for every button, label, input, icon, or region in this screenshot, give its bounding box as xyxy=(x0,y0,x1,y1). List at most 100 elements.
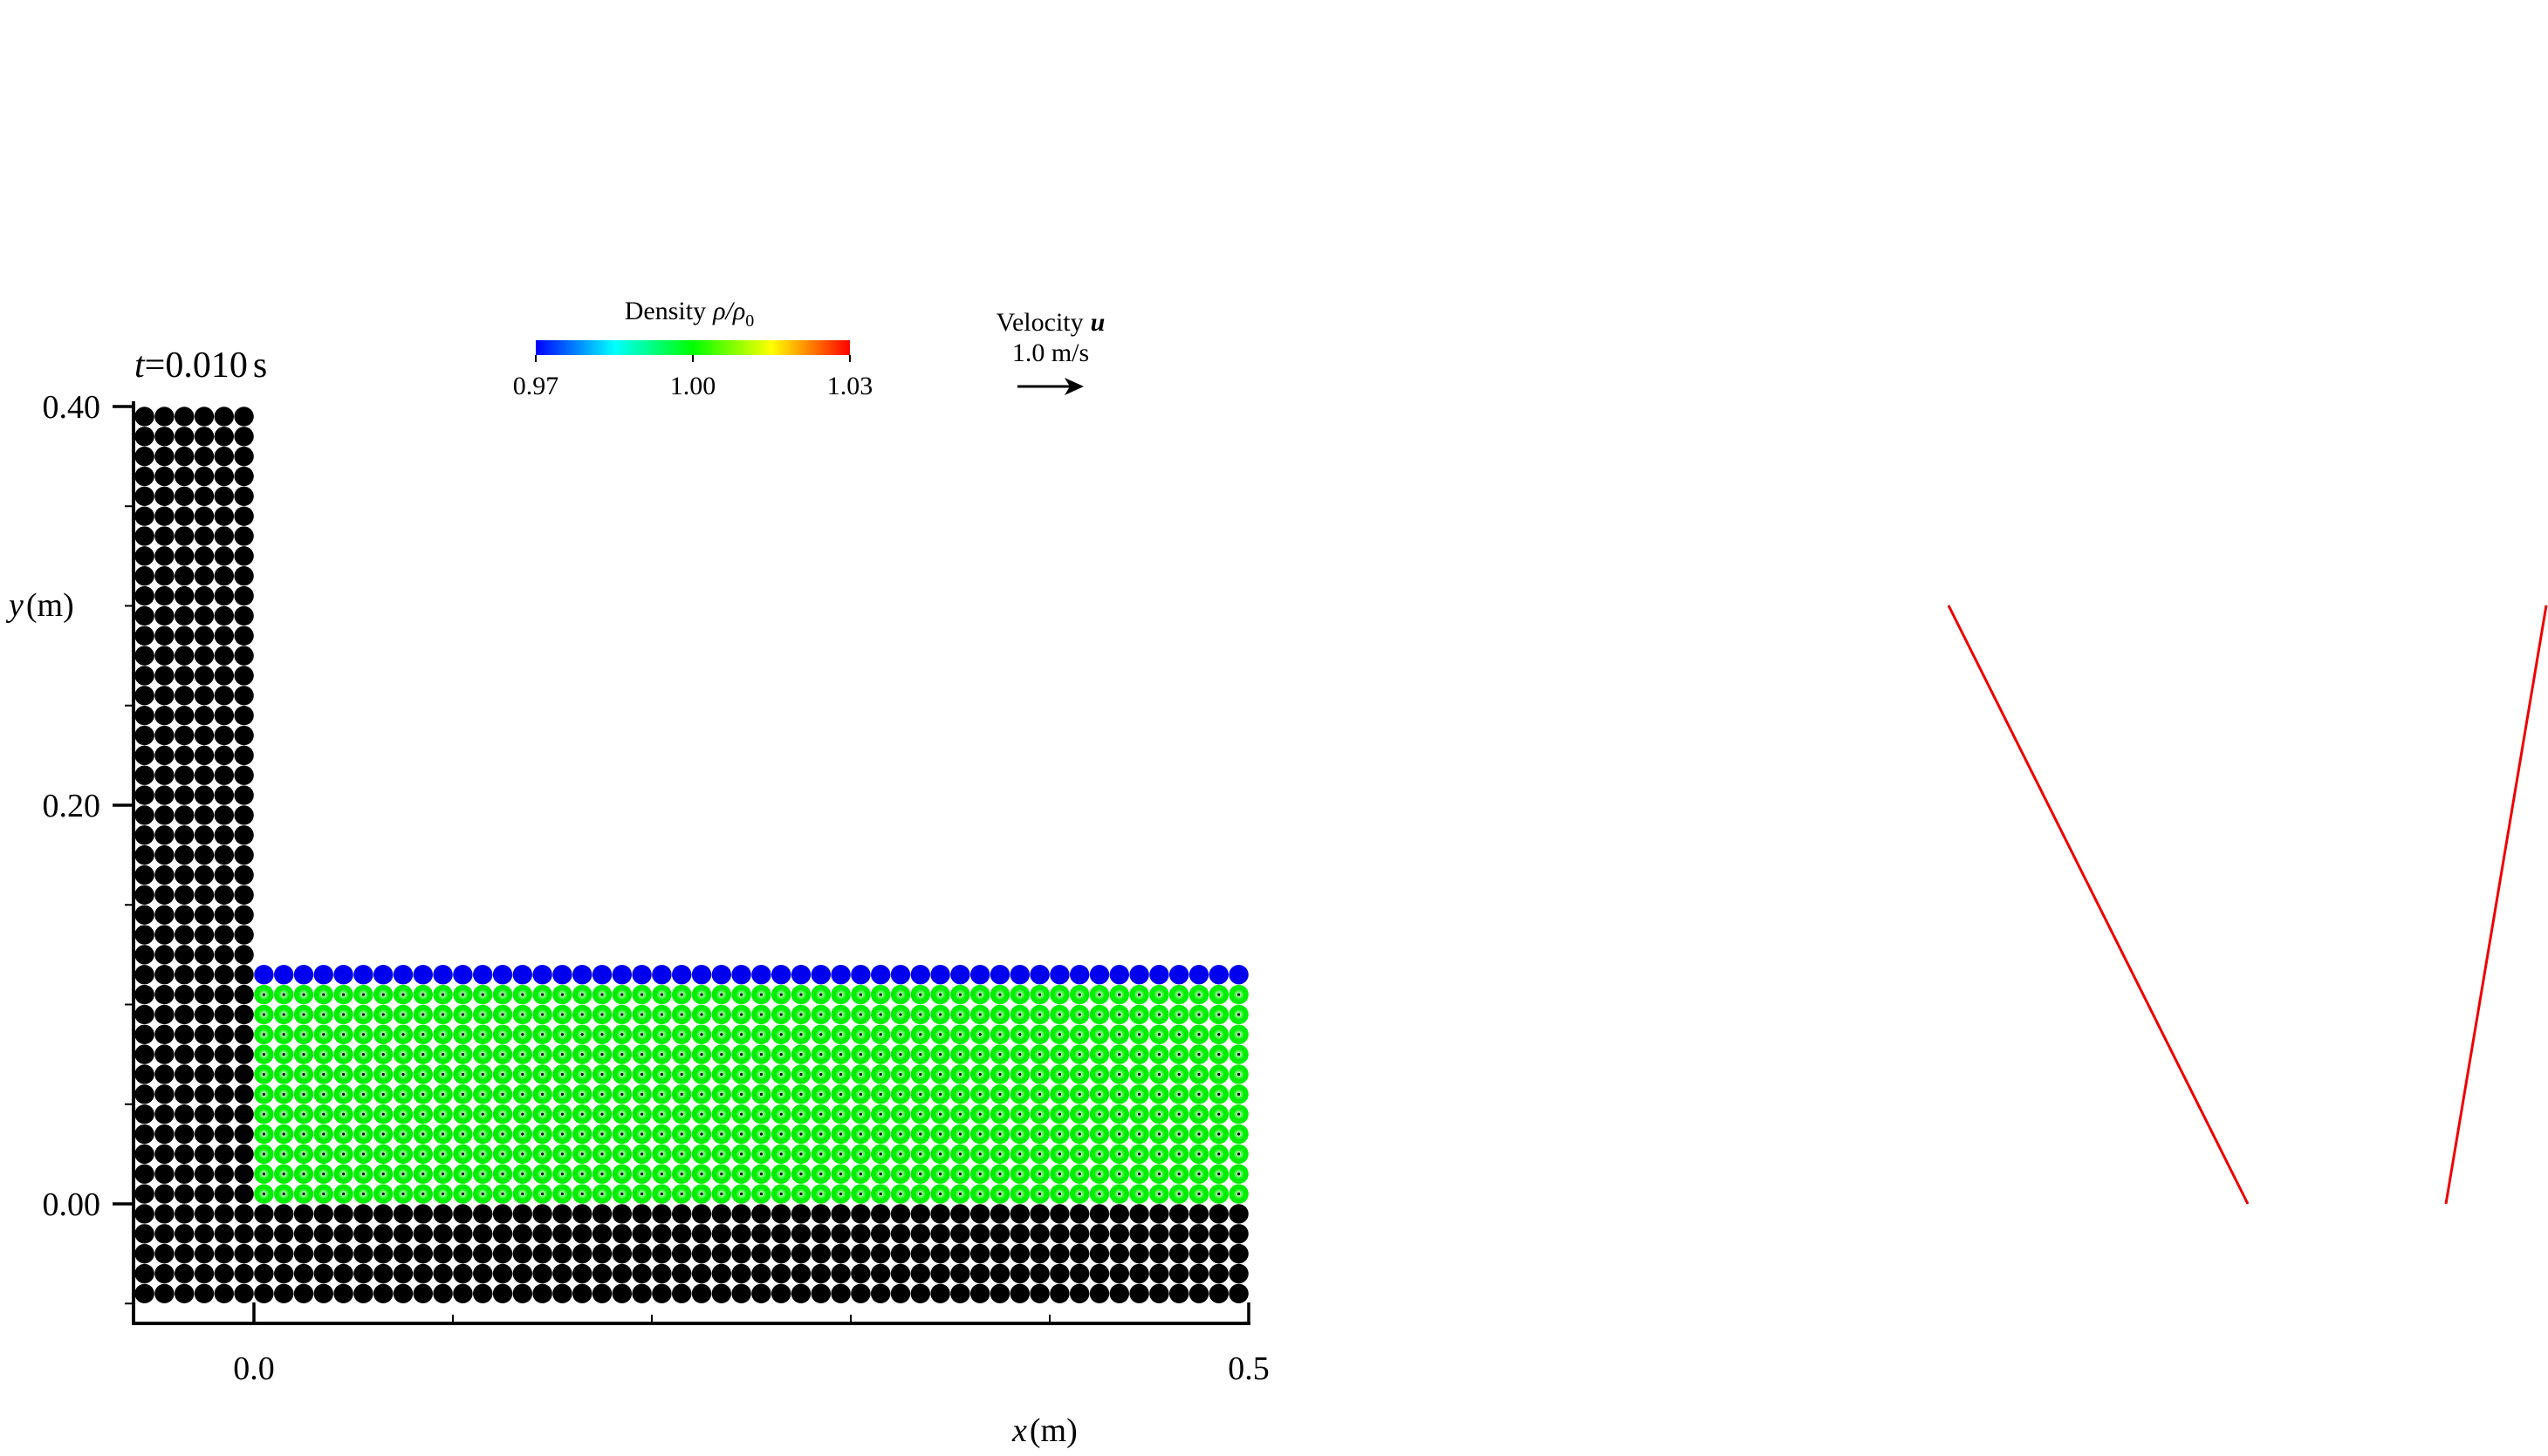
boundary-particle xyxy=(214,585,234,606)
velocity-vector-dot xyxy=(1118,1053,1121,1056)
boundary-particle xyxy=(154,945,175,965)
boundary-particle xyxy=(851,1224,871,1244)
boundary-particle xyxy=(154,925,175,945)
fluid-surface-particle xyxy=(413,965,433,985)
velocity-vector-dot xyxy=(998,1072,1002,1077)
boundary-particle xyxy=(612,1283,632,1304)
velocity-vector-dot xyxy=(700,1092,703,1096)
velocity-vector-dot xyxy=(958,1033,962,1036)
velocity-vector-dot xyxy=(501,1092,504,1096)
boundary-particle xyxy=(473,1283,493,1304)
fluid-surface-particle xyxy=(353,965,373,985)
velocity-vector-dot xyxy=(1237,1072,1241,1077)
velocity-vector-dot xyxy=(899,1033,902,1036)
boundary-particle xyxy=(1229,1224,1249,1244)
boundary-particle xyxy=(970,1283,990,1304)
velocity-vector-dot xyxy=(481,1072,484,1077)
velocity-vector-dot xyxy=(421,1072,425,1077)
velocity-vector-dot xyxy=(740,1152,743,1156)
velocity-vector-dot xyxy=(1038,1112,1042,1116)
velocity-vector-dot xyxy=(1217,1172,1221,1176)
velocity-vector-dot xyxy=(501,1053,504,1056)
velocity-vector-dot xyxy=(879,1013,882,1016)
velocity-vector-dot xyxy=(481,993,484,996)
velocity-vector-dot xyxy=(620,1132,624,1136)
boundary-particle xyxy=(1010,1224,1031,1244)
velocity-vector-dot xyxy=(442,1112,445,1116)
velocity-vector-dot xyxy=(740,1033,743,1036)
velocity-vector-dot xyxy=(720,1132,723,1136)
boundary-particle xyxy=(134,745,154,766)
time-label: t=0.010 s xyxy=(134,345,267,386)
velocity-vector-dot xyxy=(799,1132,803,1136)
velocity-vector-dot xyxy=(700,1172,703,1176)
velocity-vector-dot xyxy=(1157,1053,1161,1056)
boundary-particle xyxy=(234,1144,254,1165)
boundary-particle xyxy=(175,486,195,507)
velocity-vector-dot xyxy=(958,1053,962,1056)
velocity-vector-dot xyxy=(958,1112,962,1116)
boundary-particle xyxy=(134,1283,154,1304)
boundary-particle xyxy=(134,925,154,945)
velocity-vector-dot xyxy=(640,993,644,996)
boundary-particle xyxy=(175,1084,195,1104)
velocity-vector-dot xyxy=(978,1192,982,1196)
velocity-vector-dot xyxy=(799,1172,803,1176)
velocity-vector-dot xyxy=(560,993,565,996)
velocity-vector-dot xyxy=(620,1013,624,1016)
boundary-particle xyxy=(711,1283,731,1304)
boundary-particle xyxy=(234,506,254,526)
fluid-surface-particle xyxy=(632,965,652,985)
velocity-vector-dot xyxy=(919,1072,922,1077)
fluid-surface-particle xyxy=(1209,965,1229,985)
boundary-particle xyxy=(194,984,215,1005)
fluid-surface-particle xyxy=(691,965,712,985)
velocity-vector-dot xyxy=(859,993,863,996)
boundary-particle xyxy=(134,407,154,427)
boundary-particle xyxy=(1089,1224,1110,1244)
velocity-vector-dot xyxy=(660,993,664,996)
velocity-vector-dot xyxy=(342,1132,346,1136)
velocity-vector-dot xyxy=(620,993,624,996)
boundary-particle xyxy=(1169,1224,1189,1244)
boundary-particle xyxy=(473,1243,493,1264)
velocity-vector-dot xyxy=(381,1033,385,1036)
boundary-particle xyxy=(134,865,154,885)
boundary-particle xyxy=(234,1283,254,1304)
velocity-vector-dot xyxy=(919,1172,922,1176)
boundary-particle xyxy=(194,865,215,885)
velocity-vector-dot xyxy=(720,1152,723,1156)
velocity-vector-dot xyxy=(1177,1072,1181,1077)
boundary-particle xyxy=(831,1283,851,1304)
boundary-particle xyxy=(154,765,175,785)
velocity-vector-dot xyxy=(1018,1112,1022,1116)
boundary-particle xyxy=(1129,1243,1149,1264)
boundary-particle xyxy=(134,765,154,785)
velocity-vector-dot xyxy=(720,993,723,996)
boundary-particle xyxy=(194,686,215,706)
boundary-particle xyxy=(194,1044,215,1064)
boundary-particle xyxy=(134,945,154,965)
velocity-vector-dot xyxy=(1098,1092,1101,1096)
boundary-particle xyxy=(175,1243,195,1264)
boundary-particle xyxy=(950,1243,970,1264)
velocity-legend: Velocity u 1.0 m/s xyxy=(997,308,1105,395)
velocity-vector-dot xyxy=(282,1033,285,1036)
velocity-vector-dot xyxy=(282,1152,285,1156)
velocity-vector-dot xyxy=(302,1132,305,1136)
velocity-vector-dot xyxy=(381,1152,385,1156)
fluid-surface-particle xyxy=(552,965,572,985)
boundary-particle xyxy=(194,466,215,487)
boundary-particle xyxy=(134,1144,154,1165)
boundary-particle xyxy=(254,1224,274,1244)
velocity-vector-dot xyxy=(978,1172,982,1176)
fluid-surface-particle xyxy=(672,965,692,985)
boundary-particle xyxy=(154,1204,175,1224)
fluid-surface-particle xyxy=(811,965,831,985)
boundary-particle xyxy=(214,745,234,766)
velocity-vector-dot xyxy=(600,1132,604,1136)
boundary-particle xyxy=(234,646,254,666)
velocity-vector-dot xyxy=(580,1053,584,1056)
velocity-vector-dot xyxy=(958,993,962,996)
velocity-vector-dot xyxy=(720,1072,723,1077)
